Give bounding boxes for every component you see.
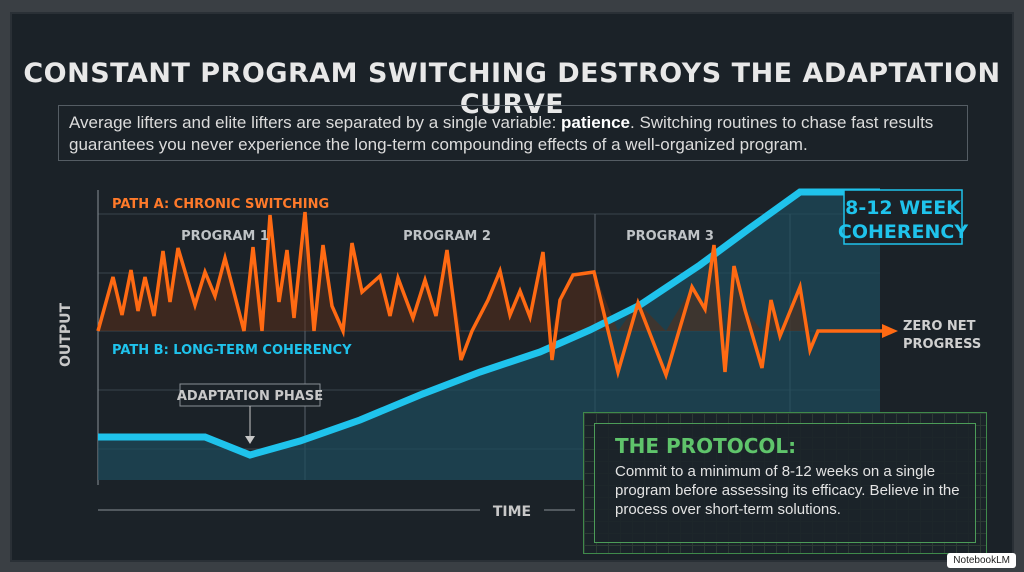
program-1-label: PROGRAM 1 xyxy=(181,229,269,244)
intro-text: Average lifters and elite lifters are se… xyxy=(58,105,968,161)
intro-part: . Switching routines to chase fast resul… xyxy=(69,113,934,154)
protocol-text: Commit to a minimum of 8-12 weeks on a s… xyxy=(615,463,960,518)
path-b-area xyxy=(98,192,880,480)
page-title: CONSTANT PROGRAM SWITCHING DESTROYS THE … xyxy=(23,58,1001,120)
protocol-heading: THE PROTOCOL: xyxy=(615,434,797,458)
coherency-label-1: 8-12 WEEK xyxy=(845,197,962,219)
y-axis-label: OUTPUT xyxy=(58,303,74,367)
adaptation-label: ADAPTATION PHASE xyxy=(177,389,323,404)
zero-label-1: ZERO NET xyxy=(903,319,976,334)
arrow-head-icon xyxy=(882,324,898,338)
program-3-label: PROGRAM 3 xyxy=(626,229,714,244)
coherency-label-2: COHERENCY xyxy=(838,221,968,243)
path-b-label: PATH B: LONG-TERM COHERENCY xyxy=(112,343,352,358)
program-2-label: PROGRAM 2 xyxy=(403,229,491,244)
coherency-box xyxy=(843,189,963,245)
x-axis-label: TIME xyxy=(493,504,531,520)
watermark: NotebookLM xyxy=(947,553,1016,568)
intro-bold: patience xyxy=(561,113,630,132)
protocol-box: THE PROTOCOL: Commit to a minimum of 8-1… xyxy=(583,412,987,554)
path-a-line xyxy=(96,211,885,381)
zero-label-2: PROGRESS xyxy=(903,337,981,352)
path-a-label: PATH A: CHRONIC SWITCHING xyxy=(112,197,329,212)
path-b-line xyxy=(98,188,880,459)
intro-part: Average lifters and elite lifters are se… xyxy=(69,113,562,132)
